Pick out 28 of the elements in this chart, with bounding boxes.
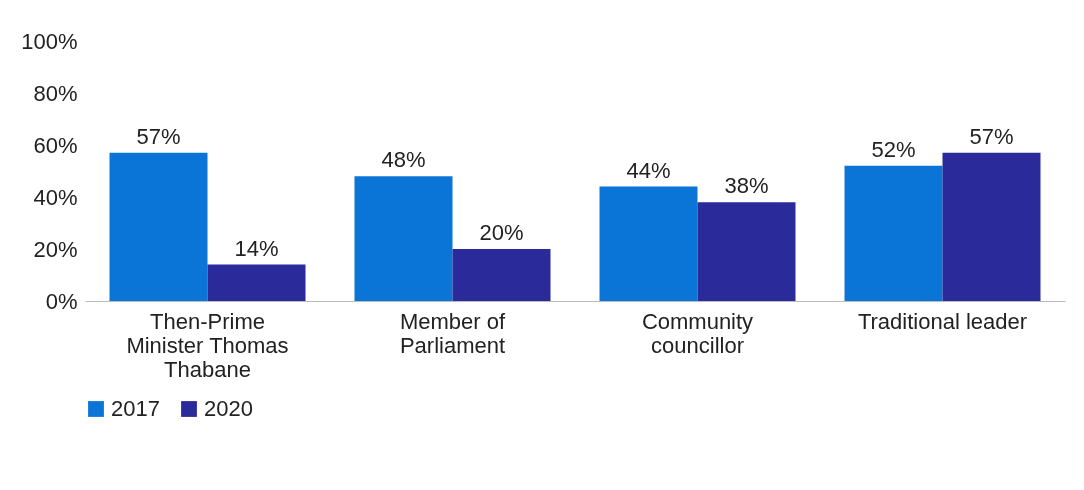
bar <box>599 186 698 301</box>
y-tick-label: 80% <box>33 80 78 106</box>
legend-label: 2017 <box>111 396 160 421</box>
y-tick-label: 0% <box>45 288 78 314</box>
bar <box>942 152 1041 301</box>
x-tick-label: Then-Prime Minister Thomas Thabane <box>126 308 289 382</box>
legend-label: 2020 <box>204 396 253 421</box>
data-label: 20% <box>479 220 524 245</box>
y-tick-label: 40% <box>33 184 78 210</box>
data-label: 52% <box>871 136 916 162</box>
y-tick-label: 20% <box>33 236 78 262</box>
bar <box>697 202 796 301</box>
bar <box>844 165 943 301</box>
data-label: 48% <box>381 147 426 173</box>
x-tick-label: Member of Parliament <box>399 308 506 358</box>
bar <box>452 249 551 301</box>
data-label: 14% <box>234 235 279 261</box>
y-tick-label: 100% <box>21 28 78 54</box>
bar <box>109 152 208 301</box>
data-label: 44% <box>626 157 671 183</box>
bar <box>354 176 453 301</box>
bar <box>207 264 306 301</box>
data-label: 38% <box>724 173 769 199</box>
x-tick-label: Traditional leader <box>857 308 1028 334</box>
y-tick-label: 60% <box>33 132 78 158</box>
data-label: 57% <box>969 123 1014 149</box>
x-tick-label: Community councillor <box>641 308 754 358</box>
data-label: 57% <box>136 123 181 149</box>
